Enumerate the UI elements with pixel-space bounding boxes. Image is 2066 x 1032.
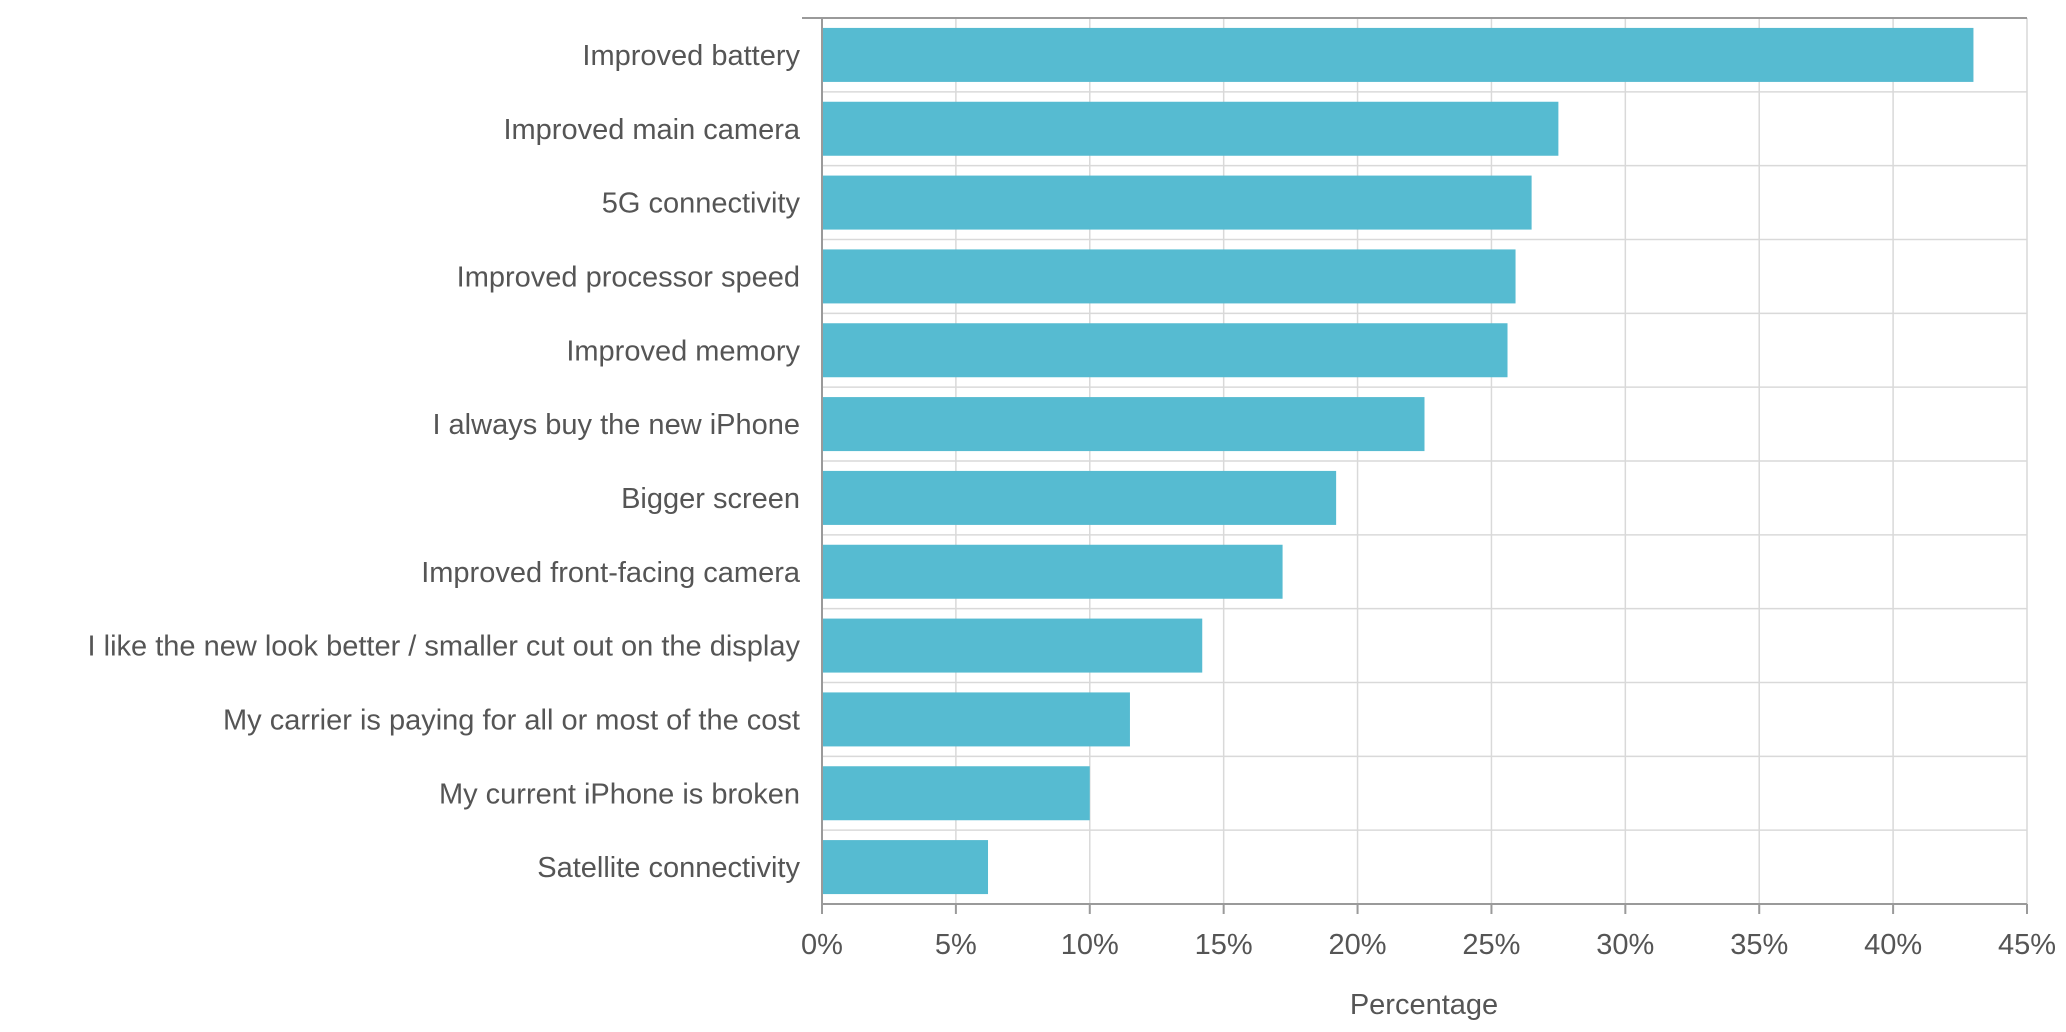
category-label: My carrier is paying for all or most of … <box>223 704 800 736</box>
x-tick-label: 25% <box>1462 929 1520 961</box>
x-tick-label: 5% <box>935 929 977 961</box>
bar <box>822 840 989 895</box>
category-label: Improved battery <box>582 40 800 72</box>
x-tick-label: 0% <box>801 929 843 961</box>
x-axis-title: Percentage <box>1350 989 1498 1021</box>
bar <box>822 618 1203 673</box>
bar <box>822 766 1090 821</box>
category-label: Satellite connectivity <box>537 852 800 884</box>
category-label: Improved front-facing camera <box>421 557 801 589</box>
category-label: Bigger screen <box>621 483 800 515</box>
category-label: Improved memory <box>566 335 800 367</box>
category-label: I always buy the new iPhone <box>432 409 800 441</box>
category-labels: Improved battery Improved main camera 5G c… <box>88 40 801 884</box>
axes <box>821 18 2028 914</box>
bar <box>822 101 1559 156</box>
x-tick-label: 35% <box>1730 929 1788 961</box>
bars <box>822 27 1974 895</box>
bar <box>822 544 1283 599</box>
bar <box>822 397 1425 452</box>
bar <box>822 470 1337 525</box>
category-label: My current iPhone is broken <box>439 778 800 810</box>
grid-lines <box>802 17 2028 904</box>
x-tick-label: 45% <box>1998 929 2056 961</box>
bar <box>822 175 1532 230</box>
bar <box>822 323 1508 378</box>
x-tick-label: 20% <box>1329 929 1387 961</box>
bar <box>822 249 1516 304</box>
category-label: I like the new look better / smaller cut… <box>88 631 801 663</box>
x-tick-label: 10% <box>1061 929 1119 961</box>
x-tick-label: 30% <box>1596 929 1654 961</box>
bar <box>822 27 1974 82</box>
x-tick-label: 40% <box>1864 929 1922 961</box>
bar <box>822 692 1130 747</box>
category-label: 5G connectivity <box>602 188 801 220</box>
x-tick-label: 15% <box>1195 929 1253 961</box>
category-label: Improved main camera <box>503 114 800 146</box>
category-label: Improved processor speed <box>457 261 800 293</box>
tick-labels: 0% 5% 10% 15% 20% 25% 30% 35% 40% 45% <box>801 929 2056 961</box>
